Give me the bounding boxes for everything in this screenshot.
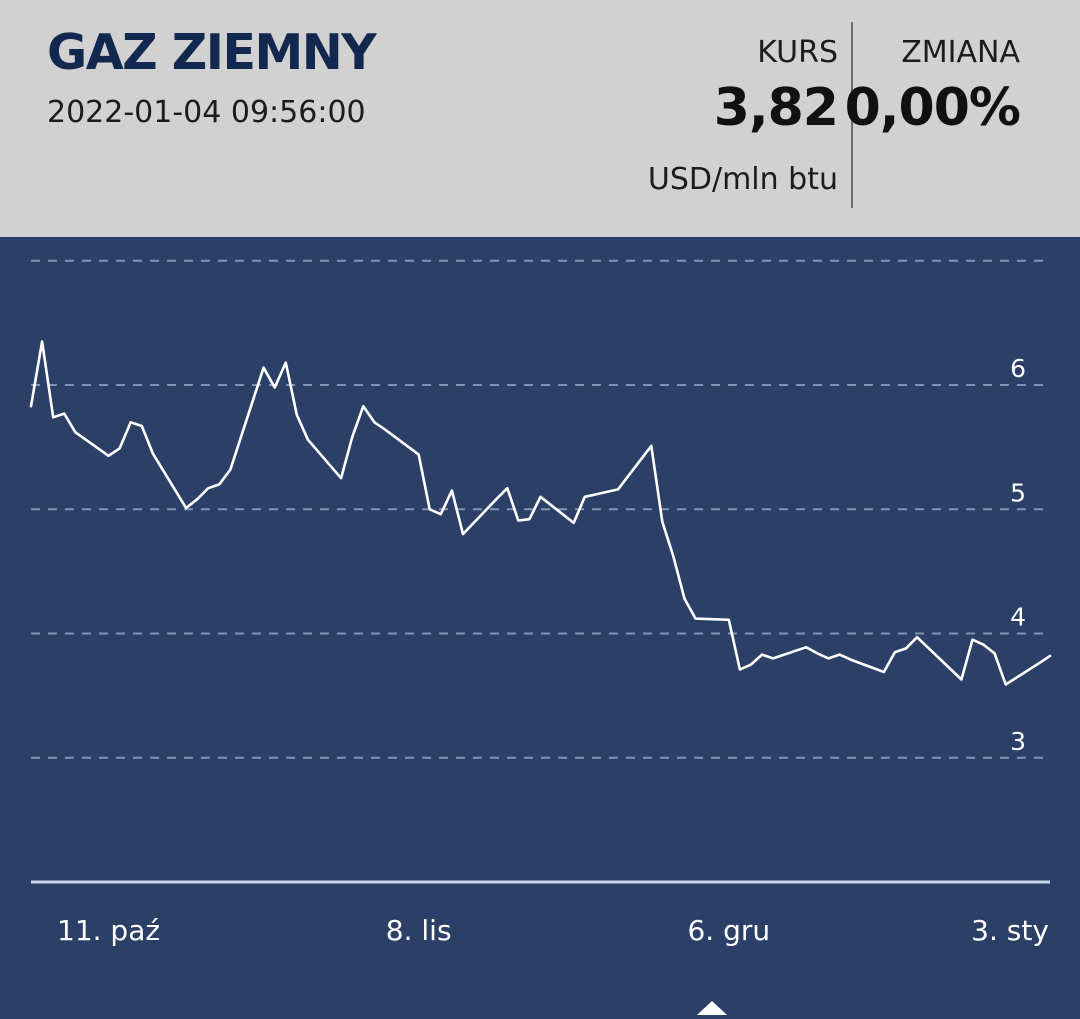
- y-tick-label: 4: [1010, 603, 1026, 632]
- period-selector-pointer-icon: [697, 1001, 727, 1015]
- x-tick-label: 11. paź: [57, 914, 160, 947]
- x-tick-label: 3. sty: [971, 914, 1049, 947]
- price-unit: USD/mln btu: [647, 162, 838, 197]
- quote-header: GAZ ZIEMNY 2022-01-04 09:56:00 KURS 3,82…: [0, 0, 1080, 237]
- quote-timestamp: 2022-01-04 09:56:00: [47, 95, 366, 130]
- change-label: ZMIANA: [901, 35, 1020, 70]
- price-value: 3,82: [713, 78, 839, 138]
- price-chart-area[interactable]: 3 4 5 6 11. paź 8. lis 6. gru 3. sty: [0, 237, 1080, 1015]
- y-tick-label: 6: [1010, 354, 1026, 383]
- price-chart[interactable]: 3 4 5 6 11. paź 8. lis 6. gru 3. sty: [0, 237, 1080, 1015]
- header-divider: [851, 22, 853, 208]
- x-tick-label: 8. lis: [386, 914, 452, 947]
- y-tick-label: 3: [1010, 727, 1026, 756]
- price-series-line: [29, 340, 1052, 686]
- x-tick-label: 6. gru: [687, 914, 770, 947]
- price-label: KURS: [757, 35, 838, 70]
- instrument-title: GAZ ZIEMNY: [47, 24, 377, 81]
- change-value: 0,00%: [844, 78, 1021, 138]
- y-tick-label: 5: [1010, 478, 1026, 507]
